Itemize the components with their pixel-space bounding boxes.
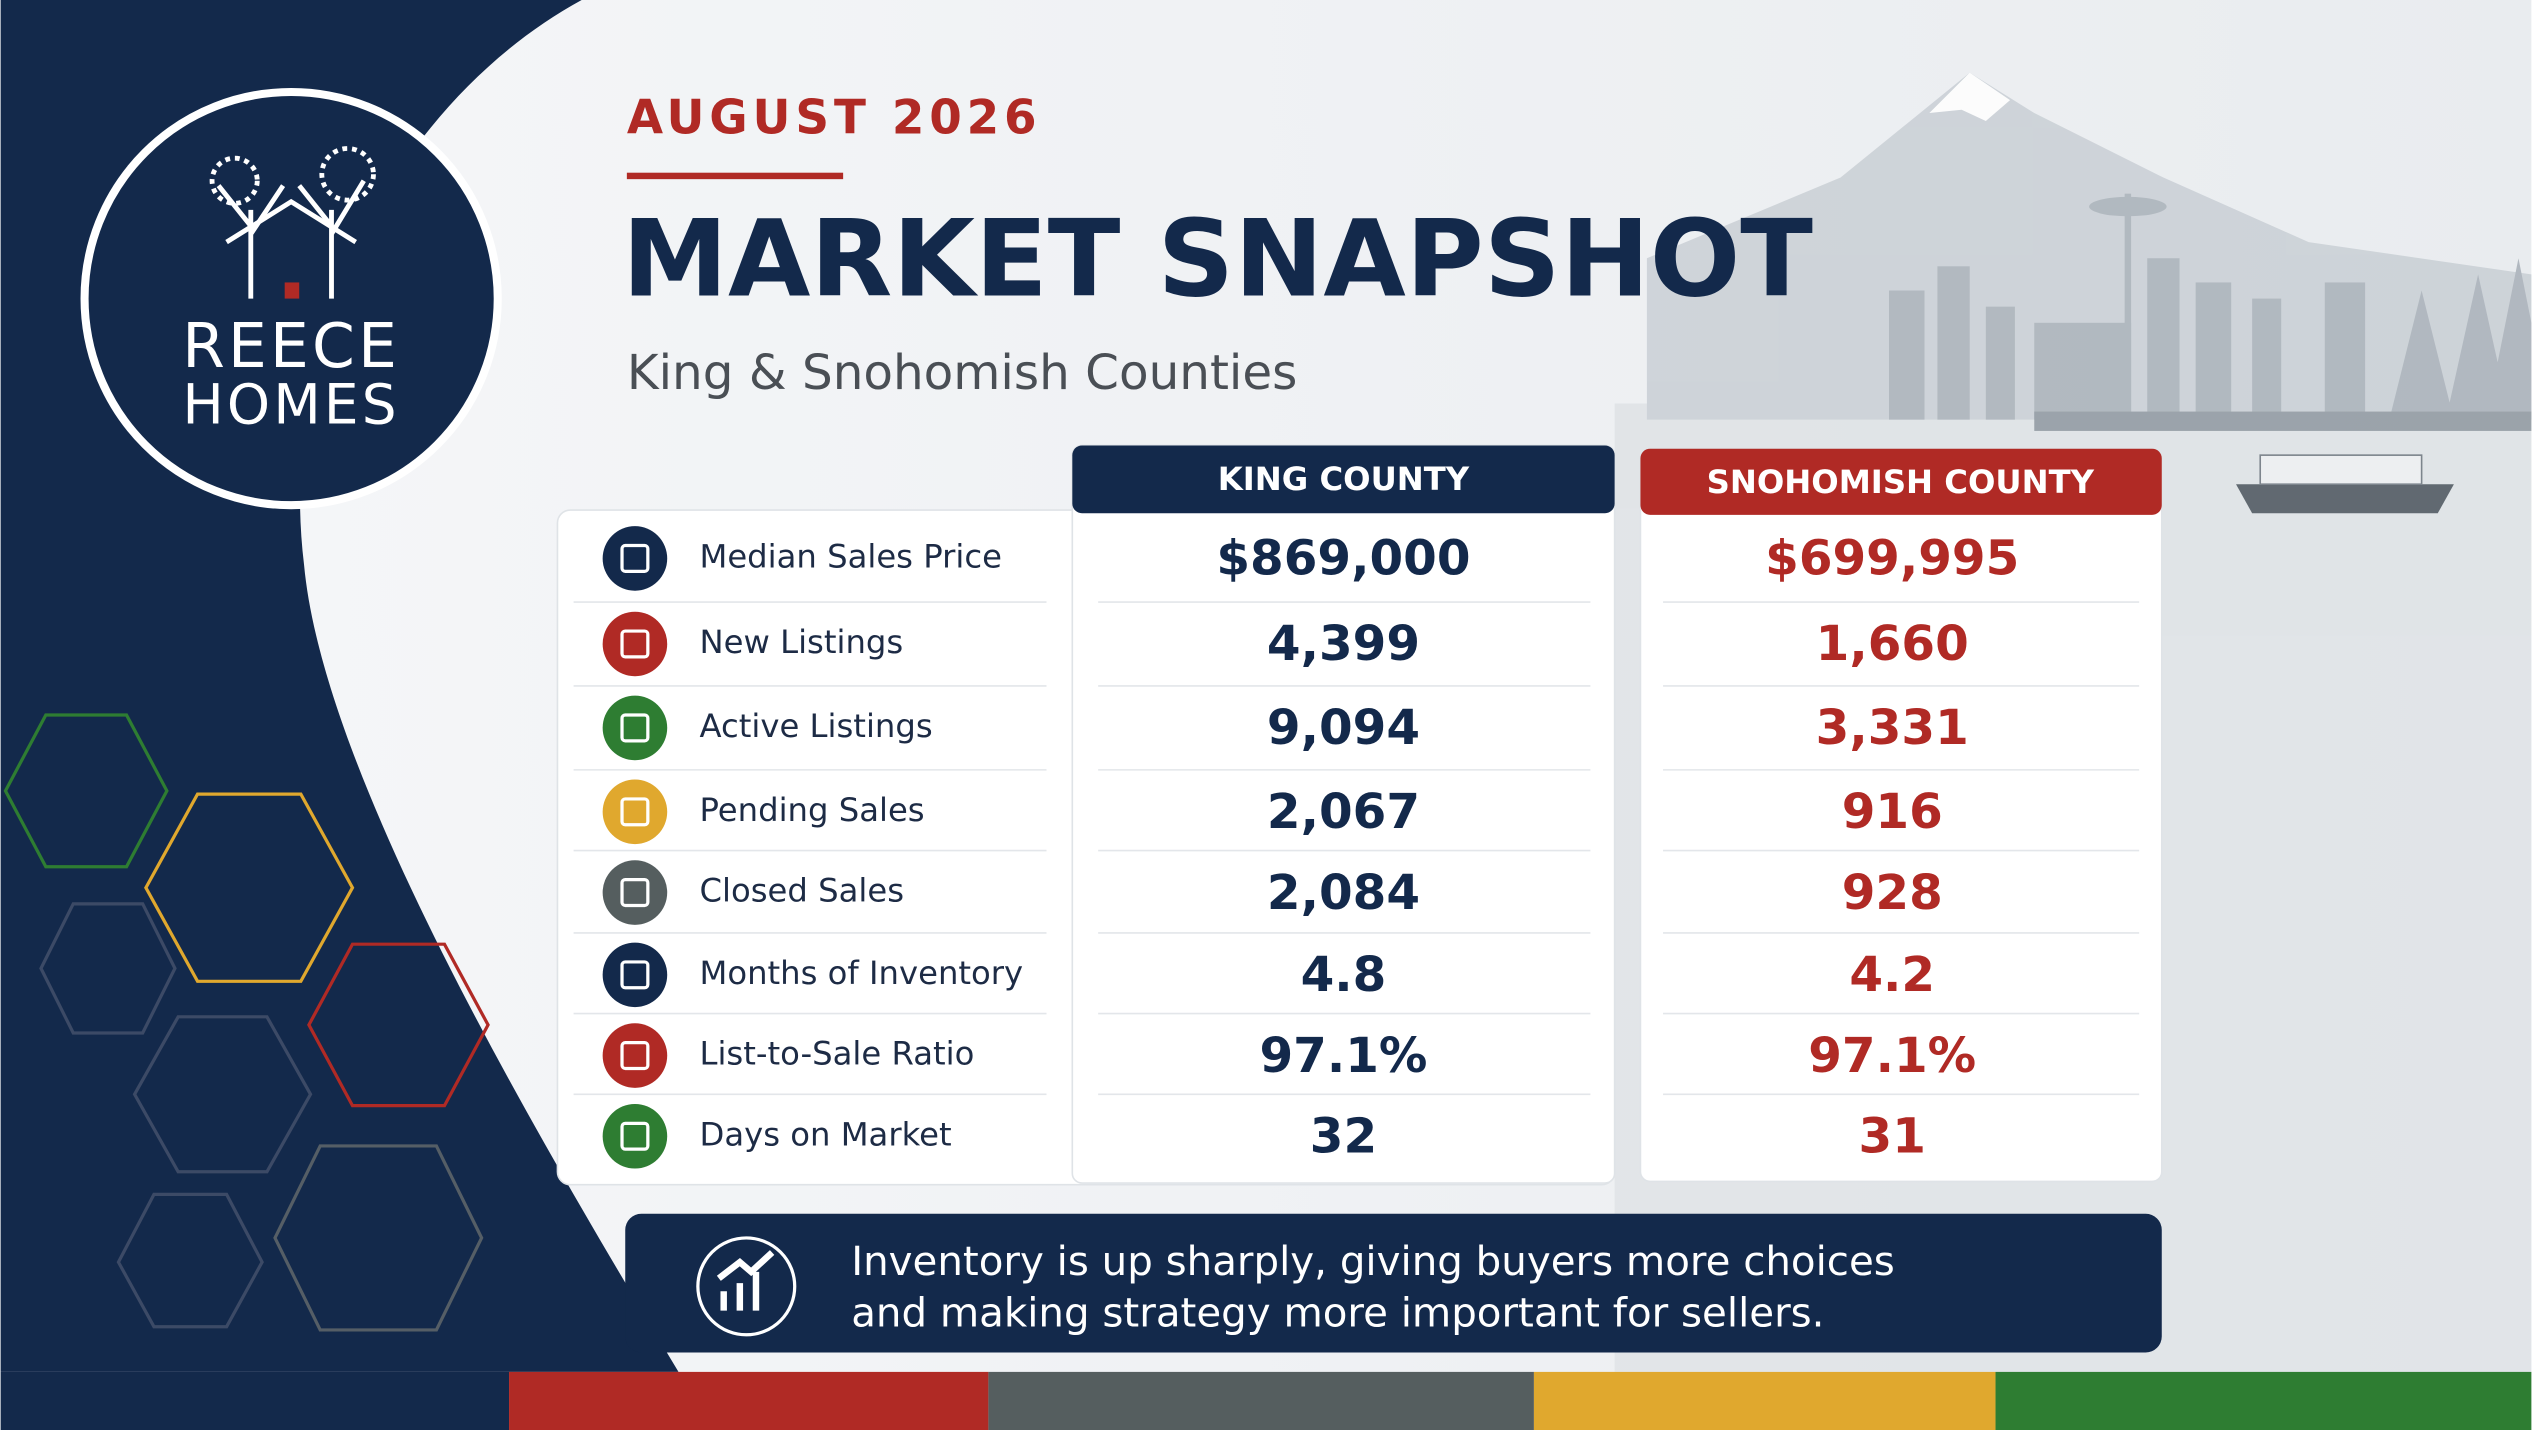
row-label: Closed Sales xyxy=(699,872,904,910)
snohomish-value: 3,331 xyxy=(1816,700,1969,756)
row-label: Pending Sales xyxy=(699,791,924,829)
king-value: 2,067 xyxy=(1267,784,1420,840)
note-text: Inventory is up sharply, giving buyers m… xyxy=(851,1238,1895,1285)
note-text: and making strategy more important for s… xyxy=(851,1289,1824,1336)
snohomish-value: 928 xyxy=(1842,865,1943,921)
rows: Median Sales Price $869,000 $699,995 New Li… xyxy=(573,526,2140,1169)
row-icon-glyph xyxy=(620,797,650,827)
row-icon xyxy=(602,860,668,925)
row-icon-glyph xyxy=(620,1121,650,1151)
row-icon xyxy=(602,611,668,677)
row-icon-glyph xyxy=(620,1041,650,1071)
row-icon-glyph xyxy=(620,543,650,573)
row-icon xyxy=(602,695,668,761)
king-value: 9,094 xyxy=(1267,700,1420,756)
snohomish-value: 916 xyxy=(1842,784,1943,840)
row-label: List-to-Sale Ratio xyxy=(699,1035,974,1073)
row-icon xyxy=(602,1023,668,1088)
row-icon-glyph xyxy=(620,960,650,990)
brand-line: HOMES xyxy=(182,372,399,436)
color-stripe xyxy=(0,1371,2532,1430)
kicker-rule xyxy=(626,172,844,180)
row-icon xyxy=(602,779,668,845)
snohomish-value: 97.1% xyxy=(1808,1028,1976,1084)
row-label: Months of Inventory xyxy=(699,954,1023,992)
note-icon xyxy=(696,1236,797,1337)
column-header: SNOHOMISH COUNTY xyxy=(1707,463,2095,501)
logo-door xyxy=(284,282,300,299)
subtitle: King & Snohomish Counties xyxy=(627,345,1298,401)
title: MARKET SNAPSHOT xyxy=(622,198,1813,322)
row-label: Days on Market xyxy=(699,1115,951,1153)
row-icon-glyph xyxy=(620,629,650,659)
row-label: Median Sales Price xyxy=(699,537,1001,575)
column-header: KING COUNTY xyxy=(1218,460,1470,498)
king-header xyxy=(1072,445,1615,514)
logo-icon xyxy=(209,146,376,299)
king-value: 4,399 xyxy=(1267,616,1420,672)
king-value: 4.8 xyxy=(1301,947,1387,1003)
king-value: $869,000 xyxy=(1216,531,1470,587)
row-icon xyxy=(602,1103,668,1169)
king-value: 2,084 xyxy=(1267,865,1420,921)
brand-line: REECE xyxy=(182,311,400,382)
row-label: New Listings xyxy=(699,623,903,661)
king-value: 32 xyxy=(1310,1108,1377,1164)
king-value: 97.1% xyxy=(1260,1028,1428,1084)
snohomish-value: 1,660 xyxy=(1816,616,1969,672)
note-box xyxy=(625,1213,2162,1353)
snohomish-value: 4.2 xyxy=(1849,947,1935,1003)
snohomish-value: $699,995 xyxy=(1765,531,2019,587)
hexagons xyxy=(3,713,490,1332)
row-label: Active Listings xyxy=(699,707,932,745)
row-icon-glyph xyxy=(620,713,650,743)
snohomish-header xyxy=(1640,448,2162,515)
row-icon xyxy=(602,526,668,591)
row-icon xyxy=(602,942,668,1008)
row-icon-glyph xyxy=(620,878,650,908)
note-icon-chart xyxy=(716,1250,775,1311)
snohomish-value: 31 xyxy=(1859,1108,1926,1164)
kicker: AUGUST 2026 xyxy=(627,92,1042,146)
